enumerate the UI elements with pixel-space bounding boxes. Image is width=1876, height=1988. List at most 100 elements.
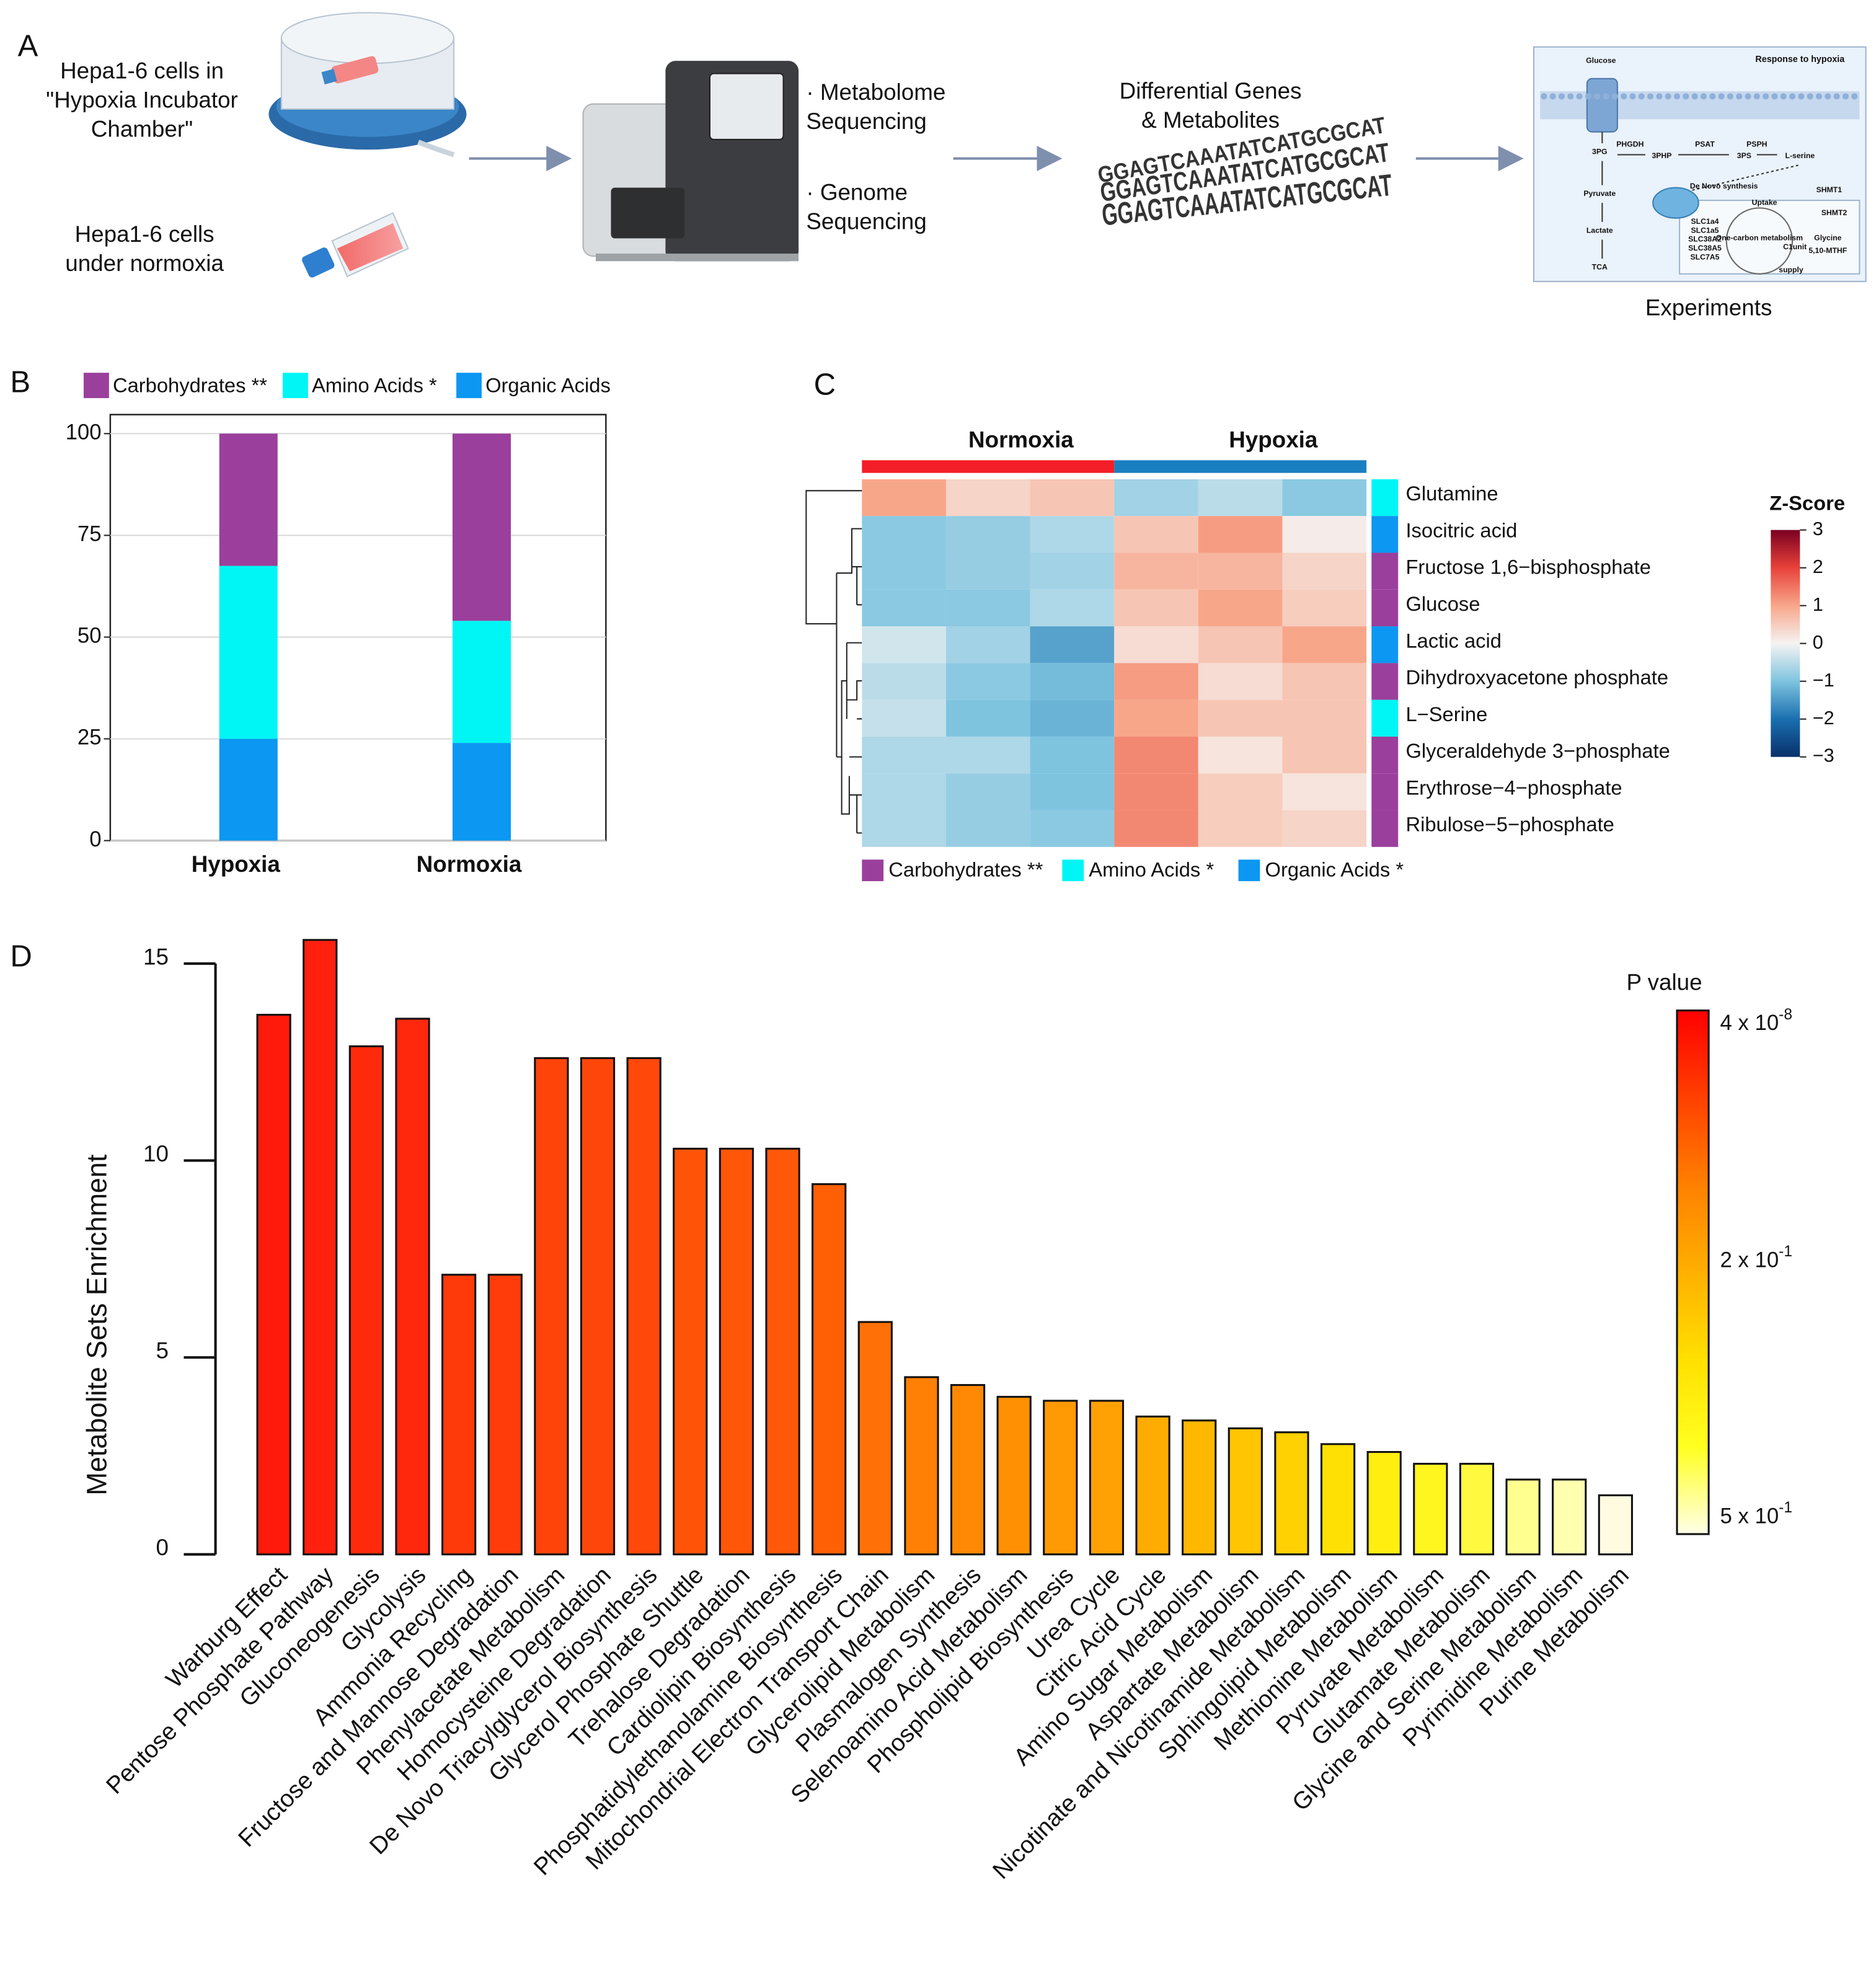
bar: [441, 1274, 477, 1556]
bar: [395, 1018, 430, 1556]
colorbar-tick-label: −1: [1813, 670, 1834, 691]
heatmap-cell: [1114, 516, 1198, 553]
lipid: [1594, 93, 1601, 100]
heatmap-cell: [1282, 589, 1367, 627]
heatmap-cell: [862, 516, 946, 553]
heatmap-cell: [1198, 810, 1283, 847]
row-annotation: [1371, 810, 1399, 847]
bar: [626, 1057, 661, 1556]
group-label: Normoxia: [968, 427, 1074, 452]
bar-segment: [219, 566, 278, 739]
bar: [1505, 1478, 1541, 1556]
y-tick-label: 50: [77, 624, 102, 648]
heatmap-cell: [945, 479, 1030, 517]
mitochondrion: [1652, 187, 1699, 219]
heatmap-cell: [945, 773, 1030, 810]
heatmap-cell: [1114, 663, 1198, 700]
colorbar-title: Z-Score: [1769, 491, 1845, 514]
lipid: [1647, 93, 1654, 100]
pathway-label: TCA: [1592, 263, 1608, 272]
legend-swatch: [862, 859, 884, 882]
lipid: [1736, 93, 1743, 100]
normoxia-flask: [302, 212, 409, 278]
lipid: [1665, 93, 1671, 100]
x-tick-label: Hypoxia: [192, 851, 281, 877]
pathway-label: 3PG: [1592, 148, 1608, 156]
pathway-label: PHGDH: [1616, 140, 1644, 148]
lipid: [1603, 93, 1609, 100]
heatmap-cell: [1282, 479, 1367, 517]
bar: [1043, 1400, 1078, 1556]
lipid: [1611, 93, 1618, 100]
lipid: [1673, 93, 1681, 100]
lipid: [1763, 93, 1769, 100]
heatmap-cell: [945, 516, 1030, 553]
colorbar-label-exponent: -8: [1779, 1006, 1792, 1023]
bar: [812, 1183, 847, 1556]
bar: [950, 1384, 986, 1556]
bar: [673, 1147, 708, 1556]
pathway-label: C1unit: [1783, 242, 1807, 251]
workflow-text: "Hypoxia Incubator: [46, 87, 238, 112]
pathway-label: 3PS: [1737, 151, 1751, 160]
heatmap-cell: [1114, 479, 1198, 517]
row-annotation: [1371, 626, 1399, 663]
bar: [1320, 1443, 1356, 1556]
lipid: [1541, 93, 1547, 100]
legend-swatch: [1062, 859, 1084, 882]
heatmap-cell: [1030, 736, 1115, 774]
lipid: [1549, 93, 1556, 100]
pathway-label: Glucose: [1586, 56, 1616, 64]
row-label: Glutamine: [1405, 482, 1498, 505]
bar-segment: [452, 621, 511, 743]
bar: [1135, 1415, 1170, 1556]
legend-swatch: [1238, 859, 1260, 882]
lipid: [1727, 93, 1733, 100]
group-bar: [862, 460, 1115, 473]
lipid: [1825, 93, 1831, 100]
y-tick-label: 15: [143, 944, 169, 969]
row-label: Lactic acid: [1405, 629, 1502, 652]
workflow-text: & Metabolites: [1141, 107, 1280, 133]
heatmap-cell: [1282, 699, 1367, 737]
hypoxia-chamber: [268, 12, 467, 158]
y-tick-label: 75: [77, 523, 102, 546]
pathway-label: PSPH: [1746, 140, 1768, 148]
pathway-label: Uptake: [1752, 198, 1777, 206]
heatmap-cell: [1282, 552, 1367, 590]
pathway-label: SHMT2: [1821, 208, 1847, 217]
lipid: [1709, 93, 1716, 100]
colorbar-label: 5 x 10-1: [1720, 1500, 1792, 1529]
workflow-text: · Genome: [806, 180, 908, 205]
lipid: [1745, 93, 1751, 100]
plot-frame: [109, 414, 607, 841]
colorbar-label: 4 x 10-8: [1720, 1006, 1792, 1035]
bar: [1228, 1427, 1263, 1556]
workflow-text: Chamber": [91, 116, 193, 141]
workflow-text: · Metabolome: [806, 79, 945, 105]
workflow-text: Sequencing: [806, 109, 926, 134]
bar: [580, 1057, 616, 1556]
pathway-arrows: [1601, 131, 1800, 259]
heatmap-cell: [945, 663, 1030, 700]
bar: [1274, 1431, 1309, 1556]
heatmap-cell: [862, 810, 946, 847]
legend-label: Carbohydrates **: [888, 858, 1043, 881]
heatmap-cell: [1114, 626, 1198, 663]
legend-swatch: [83, 373, 109, 399]
pathway-label: supply: [1779, 265, 1803, 274]
heatmap-cell: [1198, 552, 1283, 590]
heatmap-cell: [862, 626, 946, 663]
row-annotation: [1371, 699, 1399, 737]
bar-segment: [452, 743, 511, 841]
y-tick-label: 25: [77, 726, 102, 750]
lipid: [1851, 93, 1858, 100]
lipid: [1621, 93, 1627, 100]
bar: [303, 939, 338, 1556]
heatmap-cell: [945, 552, 1030, 590]
row-annotation: [1371, 736, 1399, 774]
row-label: Isocitric acid: [1405, 518, 1517, 541]
colorbar-label-exponent: -1: [1779, 1244, 1792, 1261]
lipid: [1753, 93, 1760, 100]
